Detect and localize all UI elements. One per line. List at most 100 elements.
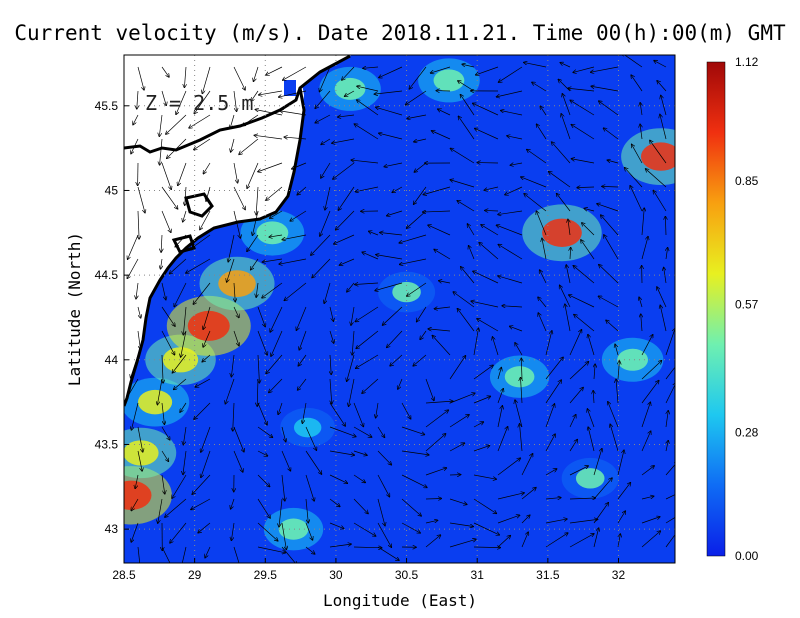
velocity-arrow	[178, 162, 187, 185]
velocity-arrow	[496, 90, 523, 97]
velocity-arrow	[376, 402, 379, 418]
depth-annotation: Z = 2.5 m	[145, 91, 253, 115]
velocity-arrow	[290, 210, 307, 221]
velocity-arrow	[641, 335, 653, 356]
y-axis-ticks: 43 43.5 44 44.5 45 45.5	[95, 99, 129, 536]
velocity-arrow	[413, 354, 427, 366]
velocity-arrow	[641, 381, 659, 404]
velocity-arrow	[131, 354, 139, 378]
velocity-arrow	[604, 235, 619, 260]
velocity-arrow	[570, 248, 571, 260]
land-shape	[124, 55, 304, 405]
velocity-arrow	[357, 100, 379, 116]
velocity-arrow	[233, 426, 244, 452]
velocity-arrow	[598, 296, 619, 308]
speed-hotspot-core	[504, 366, 535, 388]
velocity-arrow	[251, 258, 259, 270]
velocity-arrow	[425, 434, 446, 452]
velocity-arrow	[279, 258, 307, 264]
velocity-arrow	[271, 330, 283, 356]
velocity-arrow	[521, 177, 547, 188]
velocity-arrow	[499, 66, 523, 82]
velocity-arrow	[194, 138, 211, 150]
velocity-arrow	[587, 409, 595, 428]
velocity-arrow	[540, 106, 547, 116]
velocity-arrow	[227, 258, 235, 282]
velocity-arrow	[425, 535, 441, 548]
velocity-arrow	[128, 234, 139, 259]
velocity-arrow	[172, 474, 187, 498]
velocity-arrow	[481, 225, 499, 236]
velocity-arrow	[356, 354, 379, 368]
velocity-arrow	[660, 114, 667, 140]
velocity-arrow	[569, 439, 577, 452]
velocity-arrow	[257, 426, 273, 437]
velocity-arrow	[353, 522, 376, 536]
velocity-arrow	[617, 450, 624, 476]
velocity-arrow	[616, 379, 618, 404]
velocity-arrow	[279, 90, 307, 97]
velocity-arrow	[641, 361, 662, 380]
velocity-arrow	[641, 237, 648, 260]
x-axis-label: Longitude (East)	[323, 591, 477, 610]
velocity-arrow	[665, 462, 675, 476]
velocity-arrow	[231, 522, 235, 540]
velocity-arrow	[549, 172, 571, 188]
velocity-arrow	[257, 306, 265, 327]
velocity-arrow	[401, 474, 427, 487]
velocity-arrow	[473, 446, 490, 452]
velocity-arrow	[497, 389, 503, 404]
velocity-arrow	[299, 330, 307, 350]
velocity-arrow	[170, 522, 187, 543]
velocity-arrow	[450, 180, 475, 188]
velocity-arrow	[461, 267, 475, 284]
velocity-arrow	[233, 330, 239, 346]
velocity-arrow	[234, 282, 235, 302]
velocity-arrow	[279, 498, 283, 527]
velocity-arrow	[379, 66, 403, 78]
velocity-arrow	[657, 81, 667, 92]
velocity-arrow	[369, 231, 379, 236]
velocity-arrow	[460, 95, 475, 116]
velocity-arrow	[591, 86, 619, 92]
velocity-arrow	[449, 443, 465, 452]
velocity-arrow	[536, 211, 547, 236]
velocity-arrow	[406, 90, 427, 105]
velocity-arrows	[124, 55, 675, 563]
velocity-arrow	[545, 380, 561, 404]
velocity-arrow	[425, 410, 448, 428]
velocity-arrow	[432, 336, 451, 356]
velocity-arrow	[521, 488, 536, 500]
speed-hotspot-core	[187, 310, 230, 341]
speed-hotspot-core	[542, 218, 582, 247]
velocity-arrow	[284, 282, 307, 300]
speed-hotspots	[124, 58, 675, 551]
velocity-arrow	[172, 354, 187, 373]
velocity-arrow	[497, 406, 502, 428]
velocity-arrow	[515, 343, 523, 356]
y-axis-label: Latitude (North)	[65, 232, 84, 386]
speed-hotspot-core	[218, 270, 256, 297]
y-tick-label: 45.5	[95, 99, 119, 113]
velocity-arrow	[137, 66, 144, 90]
velocity-arrow	[524, 194, 547, 212]
chart-title: Current velocity (m/s). Date 2018.11.21.…	[14, 21, 786, 45]
velocity-arrow	[233, 90, 237, 111]
velocity-arrow	[407, 114, 427, 119]
velocity-arrow	[566, 265, 571, 284]
velocity-arrow	[409, 66, 427, 89]
velocity-arrow	[425, 520, 438, 524]
velocity-arrow	[430, 66, 451, 73]
velocity-arrow	[520, 424, 523, 452]
velocity-arrow	[319, 66, 331, 92]
velocity-arrow	[569, 519, 598, 524]
velocity-arrow	[603, 128, 619, 140]
velocity-arrow	[305, 498, 308, 523]
velocity-arrow	[594, 364, 595, 380]
velocity-arrow	[588, 427, 595, 452]
velocity-arrow	[552, 142, 571, 164]
velocity-arrow	[161, 282, 166, 300]
velocity-arrow	[407, 282, 427, 296]
velocity-arrow	[329, 474, 347, 483]
velocity-arrow	[387, 330, 403, 347]
